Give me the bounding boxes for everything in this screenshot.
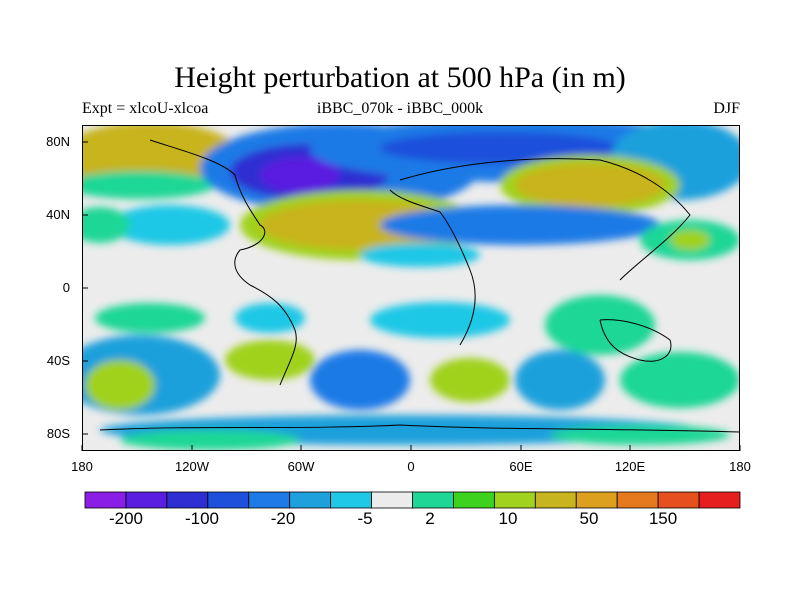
x-tick-label: 120W: [175, 459, 209, 474]
x-tick-label: 60W: [287, 459, 315, 474]
colorbar-label: -200: [108, 509, 144, 528]
positive-anomaly-south-america: [225, 340, 315, 380]
colorbar-swatch: [166, 491, 209, 509]
colorbar-label: -5: [357, 509, 373, 528]
x-tick-label: 180: [729, 459, 751, 474]
colorbar-swatch: [493, 491, 536, 509]
colorbar-swatch: [330, 491, 372, 509]
map-title: Height perturbation at 500 hPa (in m): [174, 61, 626, 94]
colorbar-label: 150: [648, 509, 678, 528]
colorbar-swatch: [207, 491, 250, 509]
coastline-north-america: [149, 139, 266, 286]
colorbar-swatch: [698, 491, 741, 509]
colorbar-swatch: [534, 491, 577, 509]
colorbar-swatch: [657, 491, 700, 509]
colorbar-swatch: [84, 491, 127, 509]
colorbar-swatch: [616, 491, 659, 509]
y-tick-label: 0: [62, 280, 70, 295]
x-tick-label: 180: [71, 459, 93, 474]
colorbar-swatch: [125, 491, 168, 509]
colorbar-swatch: [248, 491, 291, 509]
negative-anomaly-north-asia: [380, 205, 660, 245]
coastline-australia: [599, 319, 672, 362]
colorbar-swatch: [453, 491, 495, 509]
comparison-label: iBBC_070k - iBBC_000k: [316, 100, 484, 117]
map-frame: [82, 125, 740, 451]
coastline-south-america: [249, 284, 297, 386]
coastline-africa: [389, 189, 476, 346]
colorbar-swatch: [575, 491, 618, 509]
y-tick-label: 40N: [46, 207, 70, 222]
coastlines: [99, 139, 740, 433]
x-tick-label: 120E: [614, 459, 646, 474]
colorbar-label: -100: [184, 509, 220, 528]
colorbar-label: 10: [498, 509, 518, 528]
y-tick-label: 40S: [46, 353, 70, 368]
y-tick-label: 80S: [46, 426, 70, 441]
experiment-label: Expt = xlcoU-xlcoa: [82, 100, 209, 117]
colorbar: [84, 491, 741, 509]
colorbar-swatch: [289, 491, 332, 509]
colorbar-swatch: [412, 491, 454, 509]
colorbar-label: 2: [425, 509, 435, 528]
perturbation-field: [82, 125, 740, 451]
season-label: DJF: [713, 100, 740, 117]
y-tick-label: 80N: [46, 134, 70, 149]
axis-ticks: [81, 141, 741, 451]
x-tick-label: 0: [407, 459, 415, 474]
colorbar-swatch: [371, 491, 413, 509]
colorbar-label: -20: [270, 509, 296, 528]
coastline-eurasia: [399, 158, 691, 281]
coastline-antarctica: [99, 424, 740, 433]
x-tick-label: 60E: [509, 459, 533, 474]
colorbar-label: 50: [579, 509, 599, 528]
